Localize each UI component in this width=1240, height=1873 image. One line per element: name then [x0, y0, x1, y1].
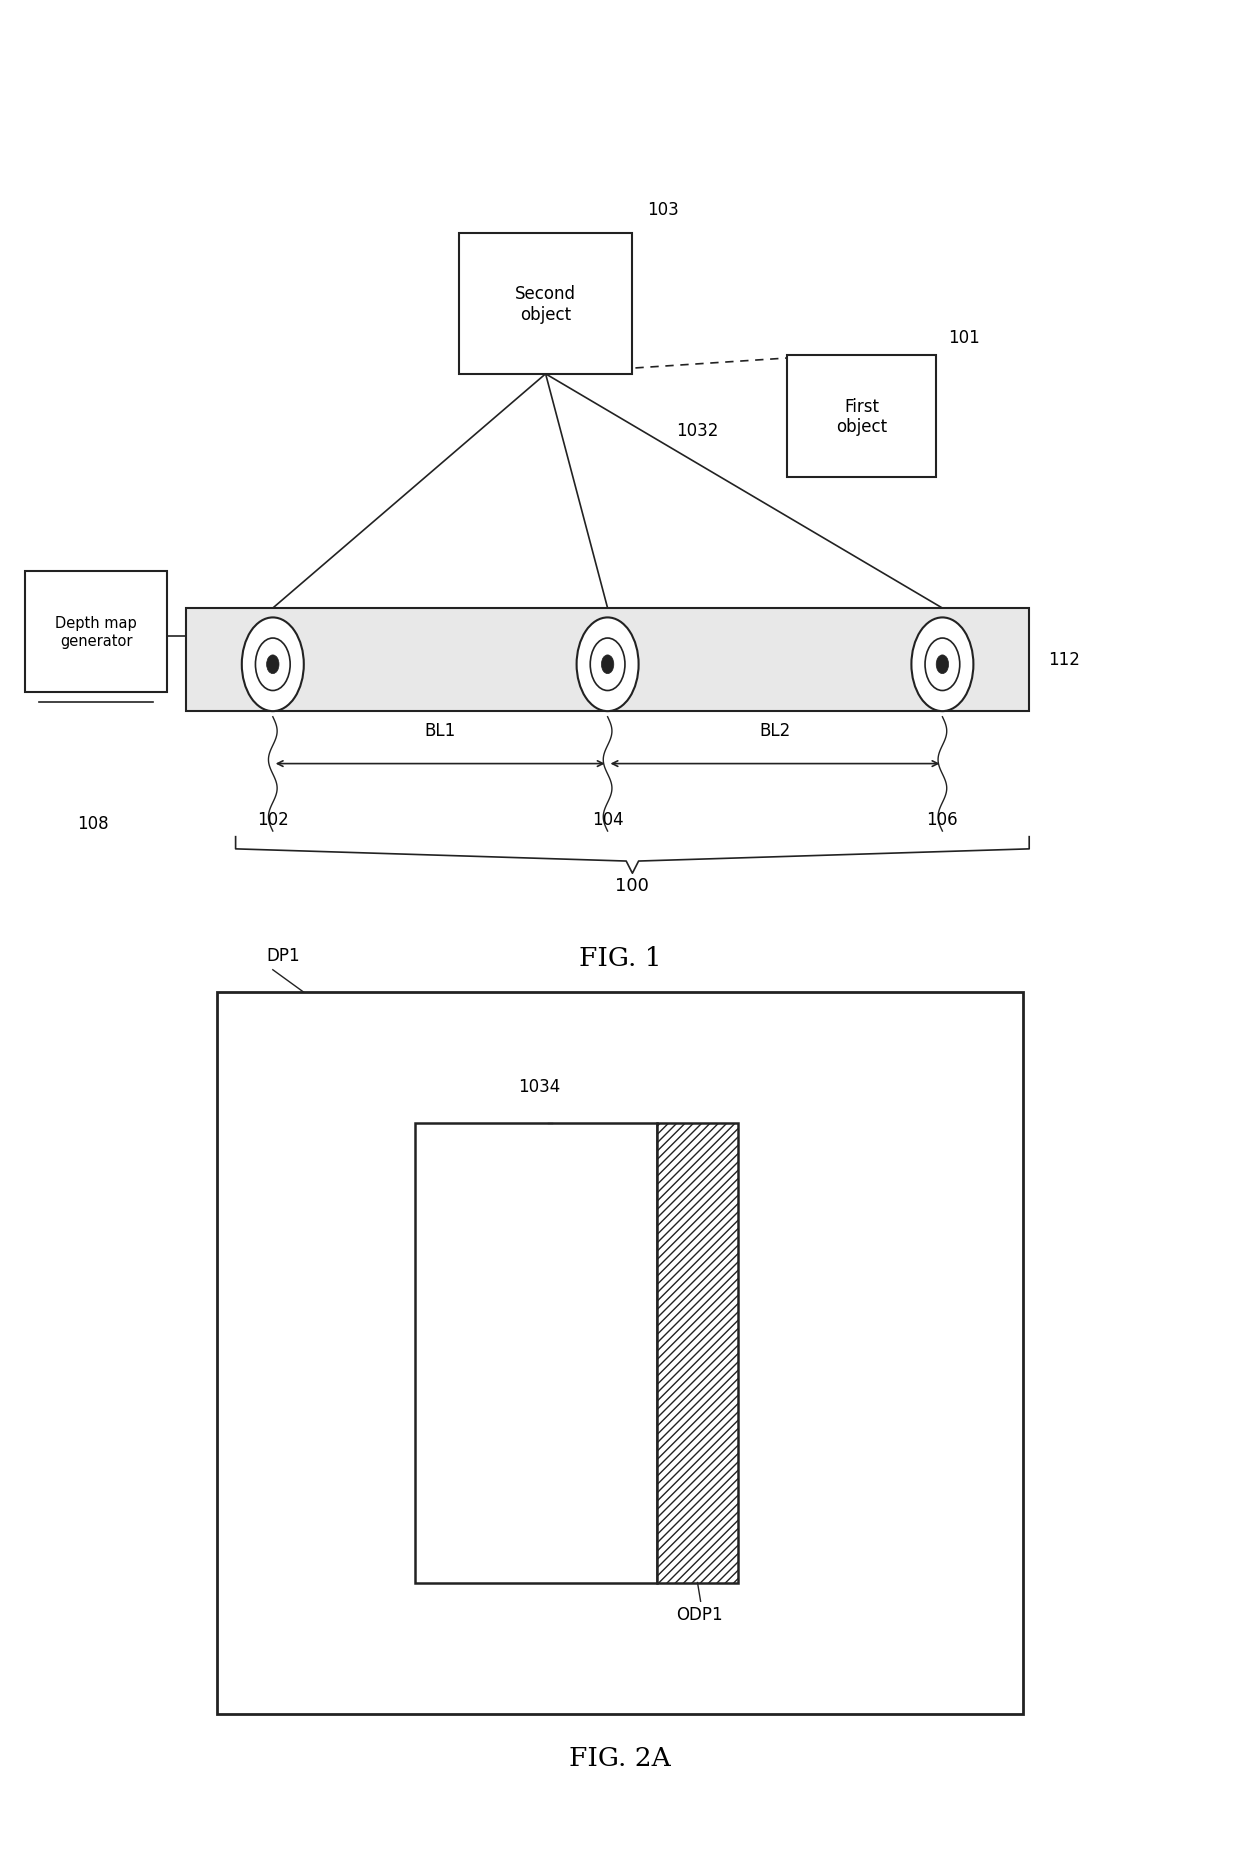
Bar — [459, 234, 632, 375]
Text: FIG. 2A: FIG. 2A — [569, 1746, 671, 1770]
Text: 102: 102 — [257, 811, 289, 830]
Text: BL2: BL2 — [759, 721, 791, 740]
Text: 100: 100 — [615, 877, 650, 895]
Text: 106: 106 — [926, 811, 959, 830]
Text: Second
object: Second object — [515, 285, 577, 324]
Text: ODP1: ODP1 — [676, 1605, 723, 1624]
Circle shape — [590, 639, 625, 691]
Circle shape — [936, 656, 949, 674]
Circle shape — [267, 656, 279, 674]
Bar — [415, 1124, 657, 1583]
Bar — [217, 993, 1023, 1714]
Text: 112: 112 — [1048, 650, 1080, 669]
Text: First
object: First object — [836, 397, 888, 436]
Bar — [657, 1124, 738, 1583]
Text: BL1: BL1 — [424, 721, 456, 740]
Text: 103: 103 — [647, 200, 680, 219]
Circle shape — [911, 618, 973, 712]
Text: 108: 108 — [77, 815, 109, 833]
Circle shape — [601, 656, 614, 674]
Circle shape — [255, 639, 290, 691]
Text: 101: 101 — [949, 328, 981, 347]
Circle shape — [242, 618, 304, 712]
Text: Depth map
generator: Depth map generator — [56, 616, 136, 648]
Text: 104: 104 — [591, 811, 624, 830]
Bar — [787, 356, 936, 478]
Circle shape — [577, 618, 639, 712]
Circle shape — [925, 639, 960, 691]
Bar — [186, 609, 1029, 712]
Text: 1034: 1034 — [518, 1077, 560, 1096]
Bar — [25, 571, 167, 693]
Text: 1032: 1032 — [676, 421, 718, 440]
Text: DP1: DP1 — [267, 946, 300, 965]
Text: FIG. 1: FIG. 1 — [579, 946, 661, 970]
